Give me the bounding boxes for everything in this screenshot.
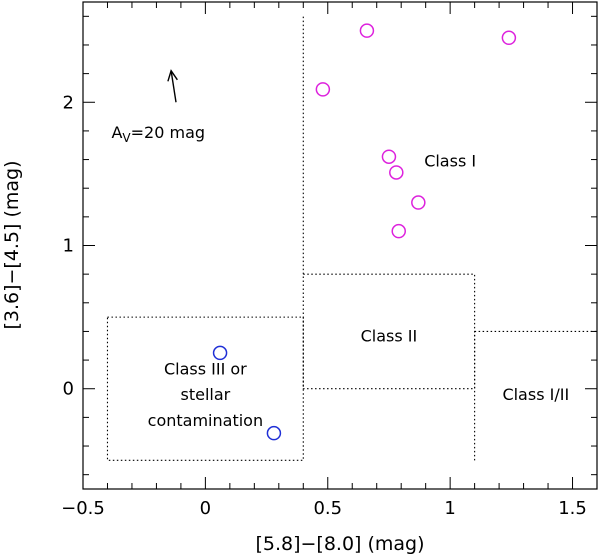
data-point-class-iii — [266, 425, 282, 441]
data-points — [212, 23, 517, 441]
axis-tick-labels: −0.5 0 0.5 1 1.5 0 1 2 — [61, 92, 587, 519]
data-point-class-i — [501, 30, 517, 46]
vector-head — [167, 69, 178, 82]
x-tick-label: −0.5 — [61, 498, 105, 519]
x-tick-label: 0.5 — [313, 498, 342, 519]
data-point-class-i — [391, 223, 406, 239]
x-tick-label: 1 — [444, 498, 455, 519]
data-point-class-i — [389, 165, 404, 180]
region-label-class-iii-1: Class III or — [164, 359, 247, 378]
annotation-suffix: =20 mag — [131, 123, 205, 142]
annotation-av: AV=20 mag — [111, 123, 205, 145]
y-tick-label: 1 — [63, 236, 74, 257]
x-tick-label: 0 — [200, 498, 211, 519]
x-axis-label: [5.8]−[8.0] (mag) — [255, 533, 424, 555]
data-point-class-i — [381, 149, 397, 164]
y-tick-label: 2 — [63, 92, 74, 113]
region-labels: Class I Class II Class I/II Class III or ste… — [148, 152, 570, 430]
x-tick-label: 1.5 — [558, 498, 587, 519]
class-iii-box — [106, 316, 304, 461]
region-label-class-ii: Class II — [361, 326, 418, 345]
data-point-class-i — [411, 195, 426, 210]
region-label-class-i-ii: Class I/II — [502, 385, 569, 404]
class-boundaries — [106, 16, 597, 461]
annotation-subscript: V — [122, 131, 131, 145]
annotation-prefix: A — [111, 123, 122, 142]
vector-shaft — [170, 70, 177, 103]
data-point-class-iii — [212, 345, 228, 361]
y-tick-label: 0 — [63, 379, 74, 400]
reddening-vector — [167, 69, 178, 103]
data-point-class-i — [359, 23, 375, 38]
region-label-class-i: Class I — [424, 152, 476, 171]
axis-ticks — [82, 2, 598, 489]
region-label-class-iii-3: contamination — [148, 411, 263, 430]
y-axis-label: [3.6]−[4.5] (mag) — [1, 160, 23, 329]
region-label-class-iii-2: stellar — [181, 385, 231, 404]
data-point-class-i — [315, 82, 331, 97]
